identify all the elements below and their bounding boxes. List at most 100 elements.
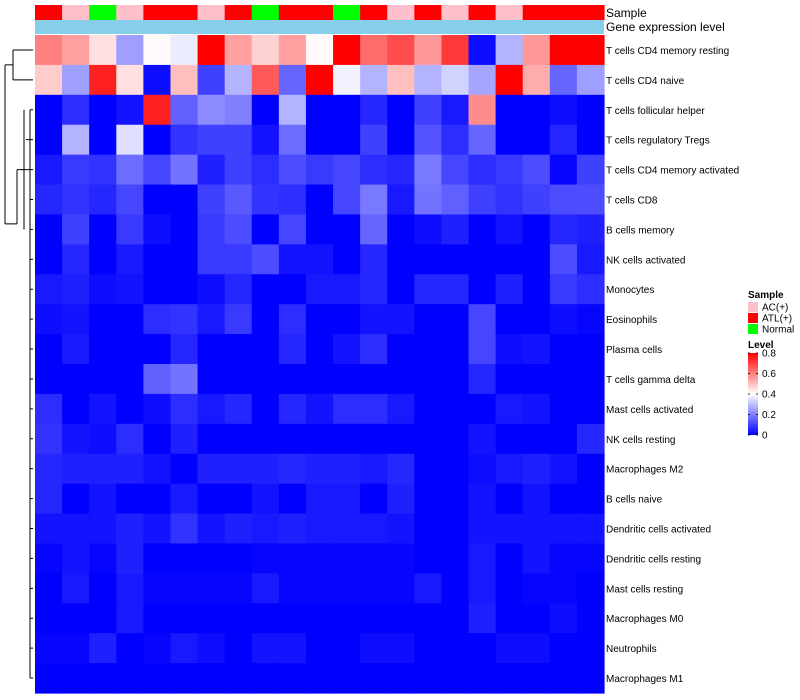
heatmap-cell-monocytes-17: [468, 274, 497, 305]
heatmap-cell-t-cells-cd4-memory-resting-21: [576, 35, 605, 66]
heatmap-cell-dendritic-cells-resting-15: [414, 543, 443, 574]
heatmap-cell-nk-cells-resting-14: [387, 423, 415, 455]
heatmap-cell-nk-cells-activated-7: [197, 244, 226, 275]
heatmap-cell-t-cells-cd4-naive-14: [387, 64, 415, 96]
heatmap-cell-macrophages-m1-1: [35, 663, 63, 694]
heatmap-cell-macrophages-m2-17: [468, 453, 497, 485]
heatmap-cell-t-cells-cd4-naive-16: [441, 64, 470, 96]
heatmap-cell-t-cells-cd4-memory-resting-13: [360, 35, 388, 66]
heatmap-cell-macrophages-m1-15: [414, 663, 443, 694]
heatmap-cell-t-cells-cd4-memory-activated-18: [495, 154, 524, 186]
heatmap-cell-t-cells-gamma-delta-13: [360, 364, 388, 395]
heatmap-cell-macrophages-m2-14: [387, 453, 415, 485]
heatmap-cell-t-cells-follicular-helper-4: [116, 94, 144, 126]
heatmap-cell-macrophages-m0-1: [35, 603, 63, 634]
heatmap-cell-nk-cells-activated-8: [224, 244, 253, 275]
heatmap-cell-neutrophils-7: [197, 633, 226, 664]
heatmap-cell-nk-cells-resting-2: [62, 423, 90, 455]
heatmap-cell-b-cells-naive-15: [414, 483, 443, 515]
heatmap-cell-macrophages-m2-21: [576, 453, 605, 485]
heatmap-cell-t-cells-cd8-8: [224, 184, 253, 216]
heatmap-cell-dendritic-cells-activated-3: [89, 513, 117, 545]
heatmap-cell-mast-cells-activated-18: [495, 393, 524, 425]
row-label-neutrophils: Neutrophils: [606, 644, 657, 655]
heatmap-cell-t-cells-cd4-memory-resting-16: [441, 35, 470, 66]
heatmap-cell-plasma-cells-21: [576, 334, 605, 365]
heatmap-cell-nk-cells-activated-4: [116, 244, 144, 275]
heatmap-cell-macrophages-m1-9: [251, 663, 280, 694]
heatmap-cell-monocytes-10: [278, 274, 307, 305]
heatmap-cell-macrophages-m2-8: [224, 453, 253, 485]
heatmap-cell-macrophages-m0-2: [62, 603, 90, 634]
heatmap-cell-macrophages-m2-1: [35, 453, 63, 485]
heatmap-cell-mast-cells-activated-17: [468, 393, 497, 425]
heatmap-cell-t-cells-cd4-memory-activated-1: [35, 154, 63, 186]
heatmap-cell-dendritic-cells-activated-6: [170, 513, 199, 545]
heatmap-cell-t-cells-cd4-memory-resting-2: [62, 35, 90, 66]
heatmap-cell-monocytes-20: [549, 274, 578, 305]
heatmap-cell-t-cells-cd4-naive-12: [333, 64, 361, 96]
legend-level-colorbar: [748, 353, 758, 435]
heatmap-cell-macrophages-m2-10: [278, 453, 307, 485]
heatmap-cell-neutrophils-13: [360, 633, 388, 664]
heatmap-cell-neutrophils-3: [89, 633, 117, 664]
heatmap-cell-dendritic-cells-activated-11: [305, 513, 334, 545]
heatmap-cell-t-cells-cd4-memory-resting-20: [549, 35, 578, 66]
heatmap-cell-t-cells-cd8-3: [89, 184, 117, 216]
heatmap-cell-dendritic-cells-resting-1: [35, 543, 63, 574]
heatmap-cell-t-cells-regulatory-tregs-18: [495, 124, 524, 156]
heatmap-cell-dendritic-cells-activated-4: [116, 513, 144, 545]
heatmap-cell-plasma-cells-3: [89, 334, 117, 365]
heatmap-cell-eosinophils-9: [251, 304, 280, 335]
heatmap-cell-plasma-cells-15: [414, 334, 443, 365]
heatmap-cell-t-cells-cd8-19: [522, 184, 551, 216]
heatmap-cell-macrophages-m1-3: [89, 663, 117, 694]
heatmap-cell-t-cells-regulatory-tregs-15: [414, 124, 443, 156]
heatmap-cell-macrophages-m0-16: [441, 603, 470, 634]
heatmap-cell-macrophages-m1-7: [197, 663, 226, 694]
sample-annotation-cell-14: [387, 5, 415, 20]
legend-level-tick-0: 0: [762, 431, 768, 442]
heatmap-cell-t-cells-cd4-naive-3: [89, 64, 117, 96]
heatmap-cell-t-cells-cd8-18: [495, 184, 524, 216]
heatmap-cell-t-cells-cd4-memory-resting-3: [89, 35, 117, 66]
sample-annotation-cell-13: [360, 5, 388, 20]
gene-expression-annotation-bar: [35, 20, 604, 34]
heatmap-cell-eosinophils-16: [441, 304, 470, 335]
heatmap-cell-b-cells-memory-18: [495, 214, 524, 245]
heatmap-cell-macrophages-m1-8: [224, 663, 253, 694]
heatmap-cell-neutrophils-18: [495, 633, 524, 664]
heatmap-cell-t-cells-cd4-memory-activated-21: [576, 154, 605, 186]
heatmap-cell-t-cells-cd4-naive-17: [468, 64, 497, 96]
row-label-t-cells-cd8: T cells CD8: [606, 196, 658, 207]
row-label-plasma-cells: Plasma cells: [606, 345, 662, 356]
heatmap-cell-eosinophils-7: [197, 304, 226, 335]
heatmap-cell-monocytes-5: [143, 274, 172, 305]
heatmap-cell-dendritic-cells-activated-12: [333, 513, 361, 545]
heatmap-cell-t-cells-cd4-memory-resting-7: [197, 35, 226, 66]
row-label-monocytes: Monocytes: [606, 285, 654, 296]
dendrogram-inner-branch: [23, 109, 30, 230]
heatmap-cell-macrophages-m0-21: [576, 603, 605, 634]
heatmap-cell-t-cells-cd4-memory-activated-4: [116, 154, 144, 186]
heatmap-cell-t-cells-cd4-memory-activated-8: [224, 154, 253, 186]
heatmap-cell-macrophages-m2-13: [360, 453, 388, 485]
heatmap-cell-t-cells-follicular-helper-8: [224, 94, 253, 126]
heatmap-cell-t-cells-gamma-delta-8: [224, 364, 253, 395]
heatmap-cell-mast-cells-resting-13: [360, 573, 388, 604]
heatmap-cell-dendritic-cells-resting-14: [387, 543, 415, 574]
heatmap-cell-mast-cells-resting-6: [170, 573, 199, 604]
legend-level-tick-0-6: 0.6: [762, 369, 776, 380]
heatmap-cell-nk-cells-resting-7: [197, 423, 226, 455]
heatmap-cell-nk-cells-resting-20: [549, 423, 578, 455]
heatmap-cell-eosinophils-3: [89, 304, 117, 335]
heatmap-cell-monocytes-8: [224, 274, 253, 305]
annotation-label-sample: Sample: [606, 6, 647, 20]
heatmap-cell-t-cells-cd4-naive-5: [143, 64, 172, 96]
heatmap-cell-t-cells-cd4-memory-resting-9: [251, 35, 280, 66]
heatmap-cell-t-cells-cd4-memory-activated-20: [549, 154, 578, 186]
heatmap-cell-b-cells-naive-13: [360, 483, 388, 515]
heatmap-cell-t-cells-regulatory-tregs-13: [360, 124, 388, 156]
heatmap-cell-macrophages-m2-7: [197, 453, 226, 485]
heatmap-cell-b-cells-naive-12: [333, 483, 361, 515]
